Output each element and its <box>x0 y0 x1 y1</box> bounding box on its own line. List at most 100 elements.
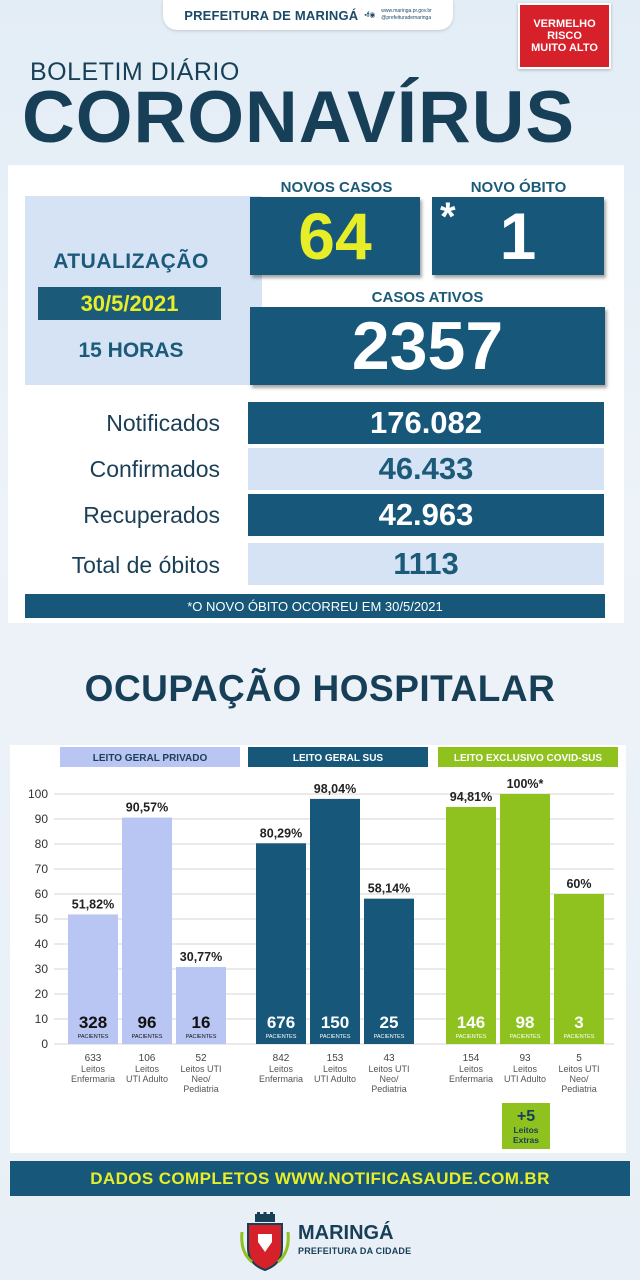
bar-beds-value: 153 <box>327 1053 344 1064</box>
bar-beds-value: 633 <box>85 1053 102 1064</box>
asterisk-mark: * <box>440 195 456 239</box>
bar-beds-value: 154 <box>463 1053 480 1064</box>
extra-beds-label: Extras <box>513 1135 539 1145</box>
y-tick-label: 50 <box>35 912 49 926</box>
city-crest-icon <box>240 1212 290 1272</box>
bar <box>554 894 604 1044</box>
bar-patients-value: 98 <box>516 1013 535 1032</box>
y-tick-label: 10 <box>35 1012 49 1026</box>
bar-patients-label: PACIENTES <box>186 1034 217 1040</box>
bar <box>122 817 172 1044</box>
bar-category-label: UTI Adulto <box>504 1074 546 1084</box>
site-url: www.maringa.pr.gov.br <box>381 8 432 14</box>
novo-obito-value: 1 <box>499 199 537 273</box>
brand-subtitle: PREFEITURA DA CIDADE <box>298 1246 412 1256</box>
prefeitura-label: PREFEITURA DE MARINGÁ <box>184 7 359 23</box>
group-title-bg <box>438 747 618 767</box>
bar-patients-value: 16 <box>192 1013 211 1032</box>
stat-value-obitos: 1113 <box>248 543 604 585</box>
bar-category-label: UTI Adulto <box>126 1074 168 1084</box>
bar <box>310 798 360 1044</box>
bar-pct-label: 80,29% <box>260 826 302 840</box>
bar <box>256 843 306 1044</box>
y-tick-label: 70 <box>35 862 49 876</box>
bar-patients-value: 3 <box>574 1013 583 1032</box>
bar-category-label: Leitos UTI <box>368 1064 409 1074</box>
bar-category-label: UTI Adulto <box>314 1074 356 1084</box>
bar-category-label: Leitos <box>323 1064 348 1074</box>
bar <box>364 898 414 1044</box>
bar-category-label: Leitos <box>513 1064 538 1074</box>
risk-line-1: VERMELHO <box>533 18 596 30</box>
update-hour: 15 HORAS <box>78 339 184 362</box>
bar-patients-label: PACIENTES <box>510 1034 541 1040</box>
novos-casos-label: NOVOS CASOS <box>280 179 393 196</box>
stat-value-confirmados: 46.433 <box>248 448 604 490</box>
bar-patients-value: 146 <box>457 1013 485 1032</box>
bar-patients-label: PACIENTES <box>456 1034 487 1040</box>
coronavirus-title: CORONAVÍRUS <box>22 77 576 158</box>
bar-beds-value: 93 <box>519 1053 531 1064</box>
bar-pct-label: 90,57% <box>126 801 168 815</box>
y-tick-label: 100 <box>28 787 48 801</box>
bar-category-label: Pediatria <box>561 1084 597 1094</box>
update-label: ATUALIZAÇÃO <box>53 250 209 273</box>
bar-patients-label: PACIENTES <box>564 1034 595 1040</box>
bar-category-label: Neo/ <box>191 1074 211 1084</box>
bar-patients-label: PACIENTES <box>374 1034 405 1040</box>
bar-pct-label: 98,04% <box>314 782 356 796</box>
footer-data-link[interactable]: DADOS COMPLETOS WWW.NOTIFICASAUDE.COM.BR <box>10 1161 630 1196</box>
y-tick-label: 60 <box>35 887 49 901</box>
bar-patients-label: PACIENTES <box>78 1034 109 1040</box>
group-title-bg <box>248 747 428 767</box>
bar-category-label: Enfermaria <box>449 1074 493 1084</box>
novo-obito-box: * 1 <box>432 195 604 275</box>
bar-patients-label: PACIENTES <box>132 1034 163 1040</box>
social-icons: ▪f◉ <box>364 12 376 19</box>
bar-pct-label: 60% <box>566 877 591 891</box>
stat-value-notificados: 176.082 <box>248 402 604 444</box>
bar <box>446 806 496 1044</box>
bar-pct-label: 58,14% <box>368 882 410 896</box>
bar-beds-value: 106 <box>139 1053 156 1064</box>
stat-label-confirmados: Confirmados <box>89 456 220 482</box>
bar-patients-value: 96 <box>138 1013 157 1032</box>
extra-beds-label: Leitos <box>513 1125 538 1135</box>
bar-pct-label: 100%* <box>507 777 544 791</box>
bar-category-label: Enfermaria <box>259 1074 303 1084</box>
bar-category-label: Neo/ <box>569 1074 589 1084</box>
group-title: LEITO GERAL PRIVADO <box>93 753 208 764</box>
bar-category-label: Leitos <box>459 1064 484 1074</box>
bar-beds-value: 842 <box>273 1053 290 1064</box>
y-tick-label: 40 <box>35 937 49 951</box>
bar-patients-value: 676 <box>267 1013 295 1032</box>
extra-beds-badge <box>502 1103 550 1149</box>
group-title: LEITO EXCLUSIVO COVID-SUS <box>454 753 602 764</box>
y-tick-label: 90 <box>35 812 49 826</box>
casos-ativos-value: 2357 <box>250 307 605 385</box>
bar-pct-label: 94,81% <box>450 790 492 804</box>
section-title: OCUPAÇÃO HOSPITALAR <box>84 668 556 709</box>
y-tick-label: 30 <box>35 962 49 976</box>
y-tick-label: 80 <box>35 837 49 851</box>
bar-patients-value: 328 <box>79 1013 107 1032</box>
stat-label-obitos: Total de óbitos <box>71 552 220 578</box>
bar-category-label: Pediatria <box>371 1084 407 1094</box>
risk-badge: VERMELHO RISCO MUITO ALTO <box>518 3 611 69</box>
bar-beds-value: 5 <box>576 1053 582 1064</box>
bar-category-label: Leitos <box>81 1064 106 1074</box>
stat-value-recuperados: 42.963 <box>248 494 604 536</box>
bar-category-label: Leitos UTI <box>180 1064 221 1074</box>
hospital-occupancy-chart: 0 10 20 30 40 50 60 70 80 90 100 LEITO GERAL PRIVAD… <box>28 747 618 1149</box>
social-handle: @prefeiturademaringa <box>381 15 432 21</box>
casos-ativos-label: CASOS ATIVOS <box>371 289 484 306</box>
novos-casos-value: 64 <box>250 197 420 275</box>
group-title-bg <box>60 747 240 767</box>
header-pill: PREFEITURA DE MARINGÁ ▪f◉ www.maringa.pr… <box>163 0 453 30</box>
bar-patients-value: 150 <box>321 1013 349 1032</box>
risk-line-2: RISCO <box>547 30 582 42</box>
bar-category-label: Enfermaria <box>71 1074 115 1084</box>
bar <box>68 914 118 1044</box>
bar-pct-label: 51,82% <box>72 897 114 911</box>
bar-category-label: Neo/ <box>379 1074 399 1084</box>
